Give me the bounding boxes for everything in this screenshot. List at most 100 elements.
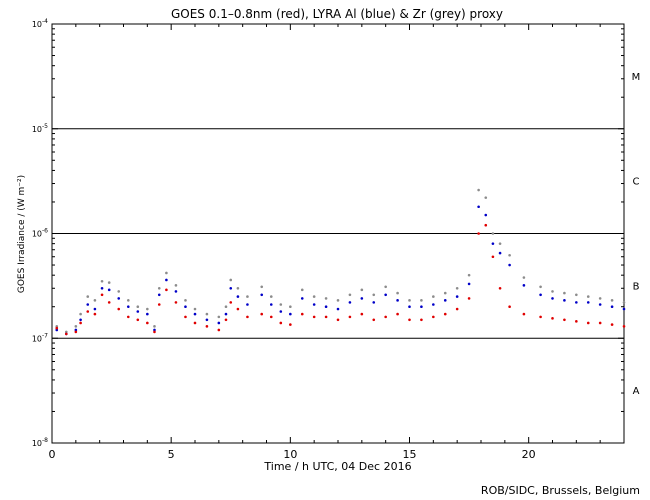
data-point <box>184 299 187 302</box>
data-point <box>477 232 480 235</box>
data-point <box>360 297 364 300</box>
data-point <box>455 307 459 311</box>
data-point <box>586 295 590 298</box>
data-point <box>153 330 156 334</box>
data-point <box>193 321 197 325</box>
data-point <box>217 321 221 325</box>
data-point <box>136 318 140 322</box>
data-point <box>348 293 352 297</box>
data-point <box>312 303 316 306</box>
data-point <box>174 290 178 293</box>
data-point <box>432 315 435 319</box>
data-point <box>432 295 435 298</box>
y-tick-label: 10-5 <box>32 123 48 134</box>
data-point <box>551 317 554 320</box>
data-point <box>455 286 459 290</box>
data-point <box>420 318 423 322</box>
data-point <box>300 288 304 292</box>
data-point <box>236 295 240 298</box>
data-point <box>491 232 495 235</box>
data-point <box>117 290 121 293</box>
data-point <box>279 310 283 313</box>
data-point <box>107 281 111 284</box>
data-point <box>193 312 197 316</box>
x-axis: 0 5 10 15 20 <box>49 24 625 461</box>
data-point <box>269 295 273 298</box>
data-point <box>539 293 542 297</box>
chart-title: GOES 0.1–0.8nm (red), LYRA Al (blue) & Z… <box>171 7 503 21</box>
data-point <box>539 315 542 319</box>
data-point <box>146 307 149 311</box>
data-point <box>622 325 626 328</box>
data-point <box>246 315 249 319</box>
data-point <box>324 297 328 300</box>
data-point <box>126 315 130 319</box>
data-point <box>246 295 249 298</box>
data-point <box>575 301 578 304</box>
data-point <box>193 307 197 311</box>
data-point <box>443 312 447 316</box>
data-point <box>126 299 130 302</box>
data-point <box>279 303 283 306</box>
data-point <box>498 251 502 255</box>
data-point <box>74 330 78 334</box>
data-point <box>508 253 511 257</box>
data-point <box>575 320 578 323</box>
data-point <box>467 273 471 277</box>
flare-class-b: B <box>633 281 640 292</box>
data-point <box>289 312 292 316</box>
data-point <box>174 284 178 287</box>
data-point <box>508 305 511 309</box>
data-point <box>86 310 90 313</box>
data-point <box>117 297 121 300</box>
data-point <box>312 295 316 298</box>
data-point <box>396 312 399 316</box>
data-point <box>432 303 435 306</box>
data-point <box>484 213 488 217</box>
x-tick-label: 15 <box>403 448 417 461</box>
data-point <box>324 305 328 309</box>
data-point <box>279 321 283 325</box>
data-point <box>408 318 411 322</box>
data-point <box>384 293 387 297</box>
data-point <box>100 279 104 283</box>
flare-threshold-lines <box>52 128 624 339</box>
data-point <box>408 305 411 309</box>
data-point <box>467 297 471 300</box>
data-point <box>336 299 340 302</box>
data-point <box>336 307 340 311</box>
data-point <box>622 301 626 304</box>
data-point <box>146 312 149 316</box>
series-goes-0-1-0-8nm <box>55 223 626 336</box>
data-point <box>260 312 264 316</box>
data-point <box>136 310 140 313</box>
data-point <box>491 242 495 245</box>
data-point <box>65 332 68 336</box>
data-point <box>100 293 104 297</box>
data-point <box>551 297 554 300</box>
data-point <box>563 299 566 302</box>
data-point <box>348 301 352 304</box>
data-point <box>455 295 459 298</box>
data-point <box>205 312 209 316</box>
x-tick-label: 0 <box>49 448 56 461</box>
data-point <box>372 301 376 304</box>
data-point <box>498 242 502 245</box>
data-point <box>522 312 526 316</box>
data-point <box>360 312 364 316</box>
data-point <box>598 297 602 300</box>
data-point <box>443 291 447 295</box>
data-point <box>484 223 488 227</box>
data-point <box>157 293 161 297</box>
data-point <box>55 328 59 332</box>
data-point <box>336 318 340 322</box>
data-point <box>165 278 168 282</box>
data-point <box>372 318 376 322</box>
data-point <box>269 315 273 319</box>
data-point <box>300 297 304 300</box>
x-tick-label: 10 <box>283 448 297 461</box>
data-point <box>126 305 130 309</box>
data-point <box>384 315 387 319</box>
data-point <box>586 301 590 304</box>
